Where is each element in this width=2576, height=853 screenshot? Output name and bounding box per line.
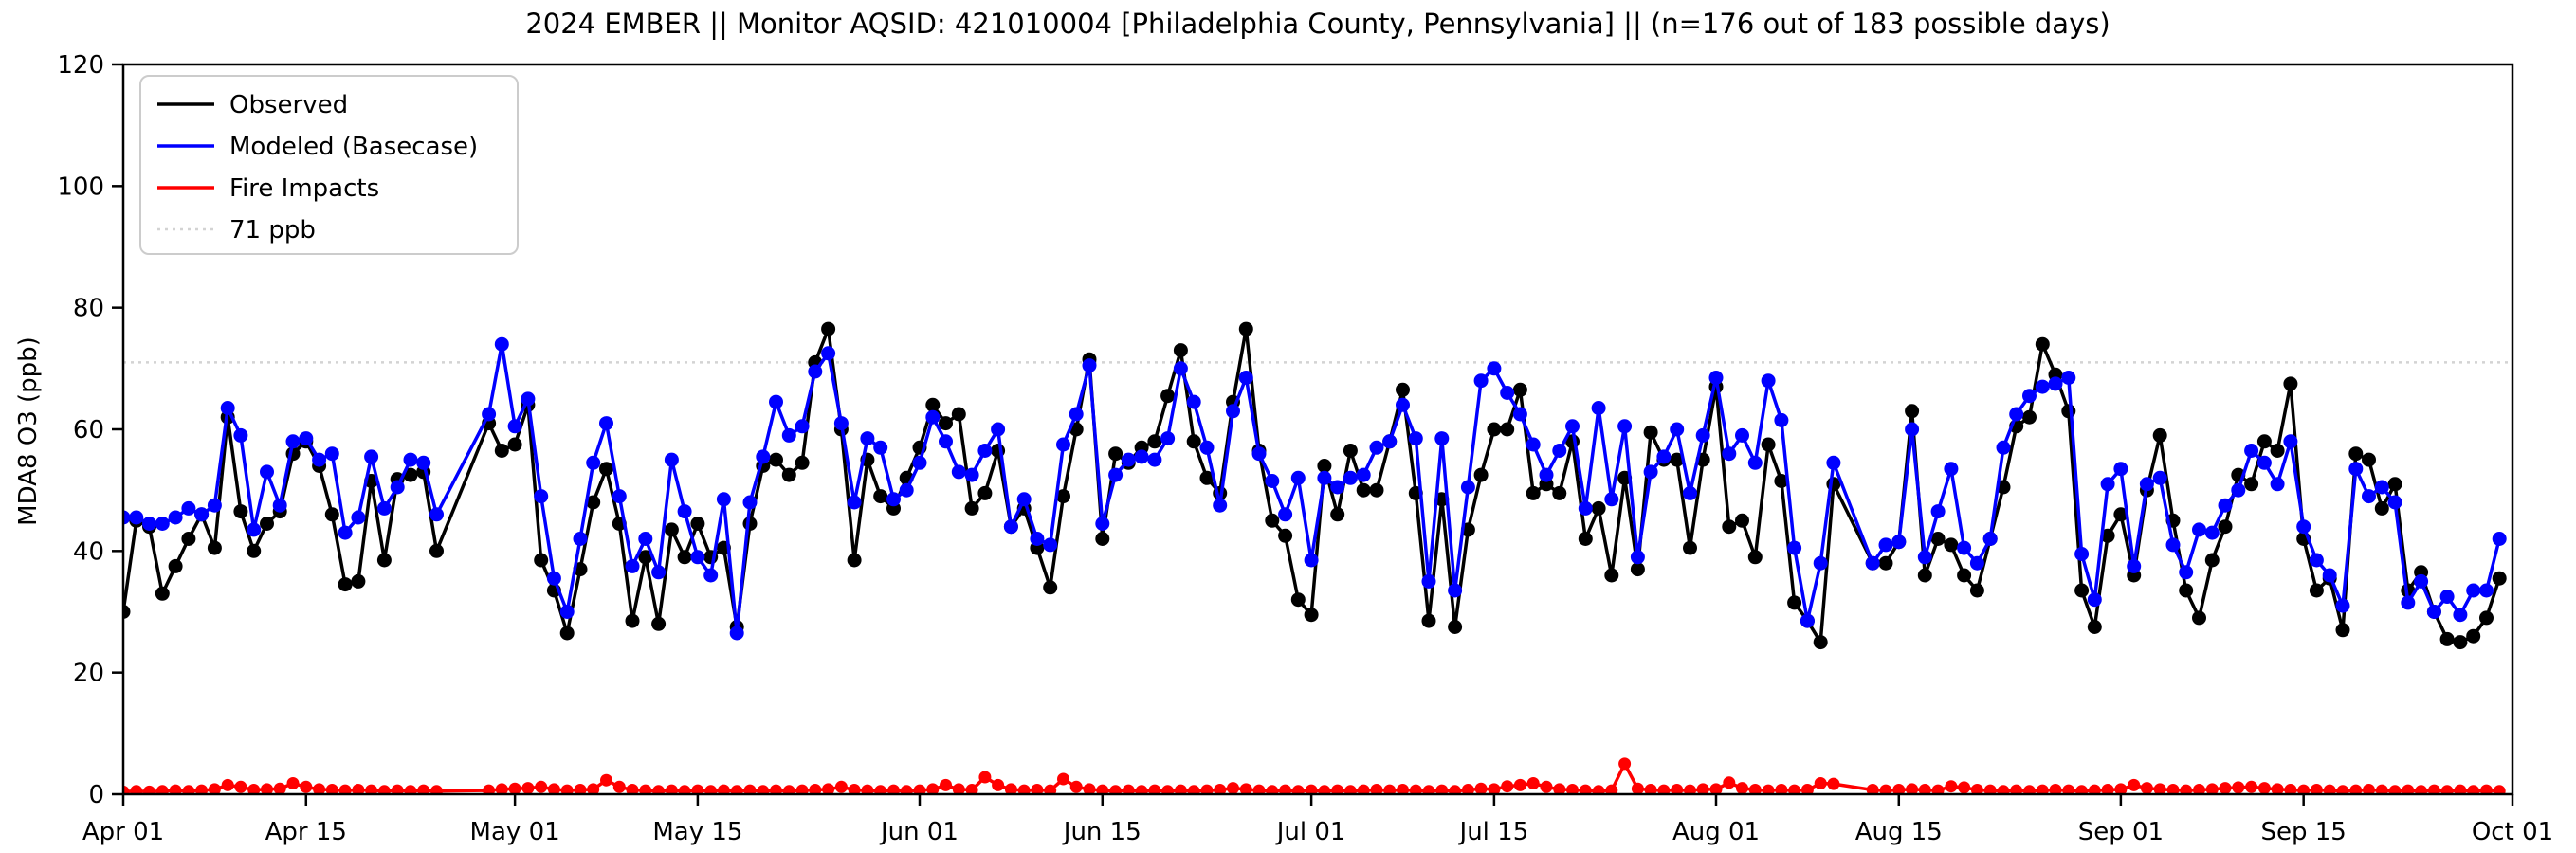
svg-text:Apr 01: Apr 01 xyxy=(82,818,164,846)
fire-impacts-series xyxy=(123,757,2506,794)
svg-text:40: 40 xyxy=(73,537,104,566)
y-axis-ticks: 0 20 40 60 80 100 120 xyxy=(57,51,123,809)
svg-text:Jul 01: Jul 01 xyxy=(1275,818,1346,846)
svg-text:80: 80 xyxy=(73,295,104,323)
svg-text:Apr 15: Apr 15 xyxy=(265,818,347,846)
svg-text:Aug 01: Aug 01 xyxy=(1672,818,1760,846)
svg-text:Jun 15: Jun 15 xyxy=(1062,818,1142,846)
svg-text:60: 60 xyxy=(73,416,104,445)
chart-title: 2024 EMBER || Monitor AQSID: 421010004 [… xyxy=(525,8,2110,40)
x-axis-ticks: Apr 01 Apr 15 May 01 May 15 Jun 01 Jun 15 Jul … xyxy=(82,794,2553,846)
svg-text:May 15: May 15 xyxy=(652,818,742,846)
legend: Observed Modeled (Basecase) Fire Impacts 71… xyxy=(139,75,519,255)
svg-text:Sep 15: Sep 15 xyxy=(2260,818,2346,846)
modeled-series xyxy=(123,336,2507,641)
svg-text:20: 20 xyxy=(73,660,104,688)
svg-text:0: 0 xyxy=(88,781,104,809)
svg-text:Aug 15: Aug 15 xyxy=(1855,818,1943,846)
svg-text:100: 100 xyxy=(57,172,104,201)
legend-label-1: Modeled (Basecase) xyxy=(229,133,478,161)
legend-label-2: Fire Impacts xyxy=(229,174,379,203)
svg-text:Jun 01: Jun 01 xyxy=(879,818,959,846)
svg-text:Sep 01: Sep 01 xyxy=(2078,818,2164,846)
legend-label-0: Observed xyxy=(229,91,348,119)
legend-label-3: 71 ppb xyxy=(229,216,316,245)
svg-text:Oct 01: Oct 01 xyxy=(2472,818,2553,846)
svg-text:120: 120 xyxy=(57,51,104,80)
svg-text:May 01: May 01 xyxy=(470,818,560,846)
svg-text:Jul 15: Jul 15 xyxy=(1458,818,1529,846)
